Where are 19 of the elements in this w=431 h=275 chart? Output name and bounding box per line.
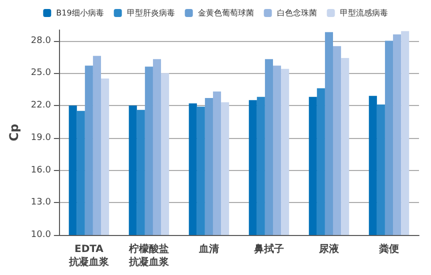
y-tick-label: 25.0 bbox=[30, 68, 52, 78]
x-tick-label: 粪便 bbox=[378, 243, 399, 255]
y-tick-label: 22.0 bbox=[30, 100, 52, 111]
y-tick-label: 16.0 bbox=[30, 165, 52, 176]
legend-label: 金黄色葡萄球菌 bbox=[198, 8, 254, 18]
y-tick-label: 28.0 bbox=[30, 36, 52, 46]
y-tick-label: 13.0 bbox=[30, 198, 52, 208]
legend-label: 白色念珠菌 bbox=[276, 8, 317, 18]
legend-label: B19细小病毒 bbox=[56, 8, 104, 18]
legend-label: 甲型流感病毒 bbox=[340, 8, 388, 18]
legend-label: 甲型肝炎病毒 bbox=[126, 8, 175, 18]
x-tick-label: 柠檬酸盐抗凝血浆 bbox=[128, 243, 170, 268]
y-tick-label: 19.0 bbox=[30, 132, 52, 143]
y-axis-title: Cp bbox=[7, 123, 21, 142]
x-tick-label: EDTA 抗凝血浆 bbox=[68, 244, 110, 268]
y-tick-label: 10.0 bbox=[30, 230, 52, 240]
x-tick-label: 尿液 bbox=[318, 243, 340, 255]
x-tick-label: 血清 bbox=[198, 243, 219, 255]
x-tick-label: 鼻拭子 bbox=[252, 243, 284, 255]
